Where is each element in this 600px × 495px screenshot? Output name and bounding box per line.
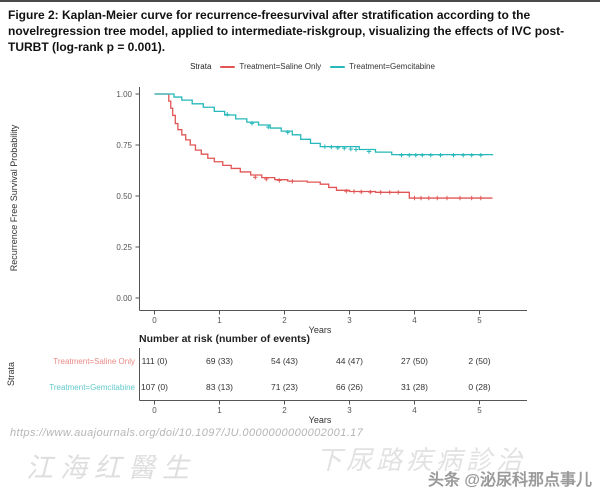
svg-text:54 (43): 54 (43)	[271, 356, 298, 366]
km-step-line	[154, 93, 494, 156]
svg-text:1: 1	[217, 406, 222, 415]
svg-text:4: 4	[412, 406, 417, 415]
svg-text:1: 1	[217, 316, 222, 325]
saline-only-line-icon	[220, 65, 236, 68]
figure-caption: Figure 2: Kaplan-Meier curve for recurre…	[8, 8, 565, 54]
svg-text:2: 2	[282, 406, 287, 415]
svg-text:31 (28): 31 (28)	[401, 382, 428, 392]
svg-text:0.50: 0.50	[116, 192, 132, 201]
svg-text:Number at risk (number of even: Number at risk (number of events)	[139, 333, 310, 345]
svg-text:0: 0	[152, 406, 157, 415]
svg-text:0 (28): 0 (28)	[468, 382, 490, 392]
legend-title: Strata	[190, 62, 212, 71]
svg-text:27 (50): 27 (50)	[401, 356, 428, 366]
svg-text:5: 5	[477, 406, 482, 415]
source-url: https://www.auajournals.org/doi/10.1097/…	[10, 427, 364, 439]
svg-text:4: 4	[412, 316, 417, 325]
svg-text:2 (50): 2 (50)	[468, 356, 490, 366]
svg-text:0.25: 0.25	[116, 243, 132, 252]
svg-text:0.75: 0.75	[116, 141, 132, 150]
svg-text:111 (0): 111 (0)	[142, 356, 168, 366]
svg-text:5: 5	[477, 316, 482, 325]
svg-text:66 (26): 66 (26)	[336, 382, 363, 392]
survival-curve-saline-only	[154, 93, 493, 201]
toutiao-watermark: 头条 @泌尿科那点事儿	[427, 472, 592, 489]
km-step-line	[154, 93, 493, 199]
svg-text:2: 2	[282, 316, 287, 325]
svg-text:1.00: 1.00	[116, 90, 132, 99]
svg-text:Recurrence Free Survival Proba: Recurrence Free Survival Probability	[9, 124, 19, 271]
legend-item-saline-only: Treatment=Saline Only	[220, 62, 321, 71]
legend-label-gemcitabine: Treatment=Gemcitabine	[349, 62, 435, 71]
svg-text:3: 3	[347, 316, 352, 325]
svg-text:71 (23): 71 (23)	[271, 382, 298, 392]
svg-text:Treatment=Gemcitabine: Treatment=Gemcitabine	[49, 383, 135, 392]
legend-label-saline-only: Treatment=Saline Only	[239, 62, 322, 71]
svg-text:3: 3	[347, 406, 352, 415]
svg-text:0: 0	[152, 316, 157, 325]
watermark-right: 下尿路疾病診治	[316, 446, 527, 476]
svg-text:Treatment=Saline Only: Treatment=Saline Only	[53, 357, 135, 366]
watermark-left: 江海红醫生	[26, 453, 196, 484]
risk-table: Number at risk (number of events) Treatme…	[6, 333, 527, 425]
survival-curve-gemcitabine	[154, 93, 494, 158]
svg-text:69 (33): 69 (33)	[206, 356, 233, 366]
svg-text:107 (0): 107 (0)	[141, 382, 168, 392]
survival-plot-axes: 1.00 0.75 0.50 0.25 0.00 0 1 2 3 4 5 Years Recurrenc…	[9, 87, 527, 335]
legend-item-gemcitabine: Treatment=Gemcitabine	[330, 62, 435, 71]
svg-text:Years: Years	[309, 415, 332, 425]
svg-text:44 (47): 44 (47)	[336, 356, 363, 366]
gemcitabine-line-icon	[330, 65, 346, 68]
svg-text:Years: Years	[309, 325, 332, 335]
svg-text:Strata: Strata	[6, 362, 16, 386]
svg-text:0.00: 0.00	[116, 294, 132, 303]
svg-text:83 (13): 83 (13)	[206, 382, 233, 392]
legend: Strata Treatment=Saline Only Treatment=G…	[0, 62, 600, 71]
